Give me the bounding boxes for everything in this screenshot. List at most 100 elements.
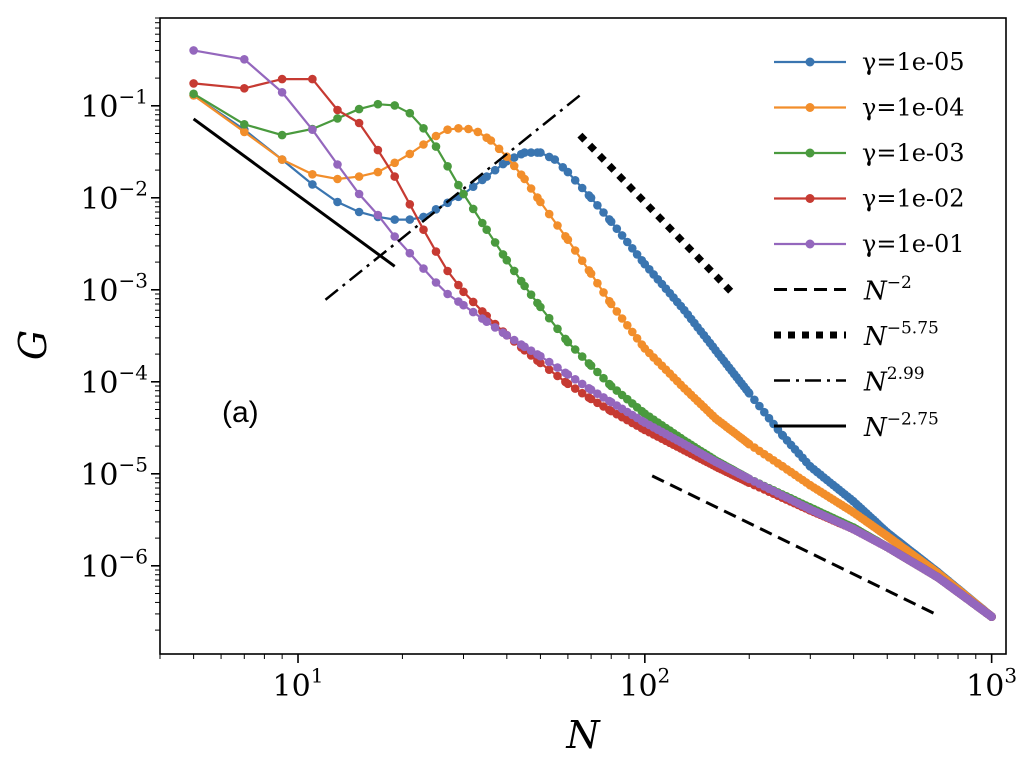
data-point [464,124,473,134]
legend-label: N2.99 [863,364,925,398]
data-point [494,144,504,154]
data-point [443,266,452,276]
legend-marker [805,103,815,112]
data-point [526,148,536,157]
data-point [405,149,415,159]
legend-item: γ=1e-01 [774,230,965,258]
legend: γ=1e-05 γ=1e-04 γ=1e-03 γ=1e-02 γ=1e-01 N−2 N−… [774,48,965,443]
data-point [308,170,317,179]
data-point [570,375,580,384]
data-point [617,231,627,240]
data-point [240,120,249,129]
data-point [553,221,562,230]
data-point [599,208,608,217]
data-point [189,89,198,99]
data-point [468,182,478,191]
y-tick-label: 10−1 [80,84,148,125]
data-point [744,389,754,398]
data-point [553,363,562,372]
data-point [431,131,441,141]
data-point [520,342,529,352]
data-point [570,246,580,255]
data-point [509,153,519,162]
data-point [536,197,545,207]
series [189,46,996,621]
data-point [526,184,536,193]
data-point [586,269,596,278]
data-point [490,238,500,247]
data-point [536,358,545,368]
y-tick-label: 10−6 [80,544,148,585]
data-point [431,142,441,151]
data-point [454,124,463,133]
data-point [405,248,415,258]
data-point [390,232,400,241]
data-point [277,74,287,84]
data-point [390,215,400,224]
data-point [468,297,478,307]
legend-item: N2.99 [774,364,925,398]
plot-frame [159,17,1007,655]
data-point [373,167,383,177]
data-point [373,145,383,155]
data-point [550,155,560,164]
data-point [482,317,492,327]
legend-item: γ=1e-05 [774,48,965,76]
x-tick-label: 101 [273,664,324,705]
legend-item: N−5.75 [774,318,939,352]
data-point [606,217,616,226]
data-point [277,155,287,164]
legend-label: γ=1e-01 [862,230,965,258]
reference-lines [192,94,939,617]
data-point [750,395,759,405]
data-point [459,189,468,199]
data-point [459,300,468,310]
data-point [593,201,602,210]
data-point [536,302,545,312]
data-point [632,250,642,259]
x-tick-label: 102 [619,664,670,705]
data-point [189,79,198,88]
data-point [405,108,415,118]
data-point [419,140,428,149]
data-point [577,379,587,389]
data-point [570,176,580,185]
data-point [240,127,249,137]
legend-marker [805,194,815,203]
legend-item: γ=1e-02 [774,185,965,213]
data-point [570,345,580,354]
data-point [563,370,573,379]
data-point [628,327,637,337]
data-point [478,218,487,228]
y-axis-title: G [11,330,55,360]
data-curves [189,46,996,621]
data-point [473,127,483,137]
data-point [405,200,415,209]
data-point [544,357,554,367]
data-point [189,46,198,55]
data-point [308,180,317,189]
data-point [623,237,632,247]
y-axis: 10−6 10−5 10−4 10−3 10−2 10−1 [80,17,160,631]
legend-label: N−2.75 [863,409,939,443]
legend-item: γ=1e-04 [774,94,965,122]
data-point [354,189,364,199]
data-point [240,84,249,93]
data-point [390,158,400,168]
data-point [577,256,587,266]
data-point [586,361,596,370]
data-point [563,167,573,177]
data-point [373,99,383,109]
data-point [443,289,452,299]
legend-item: N−2.75 [774,409,939,443]
data-point [277,88,287,97]
data-point [520,148,529,157]
data-point [526,290,536,300]
data-point [443,125,452,134]
reference-line [192,117,396,268]
data-point [586,193,596,203]
x-tick-label: 103 [966,664,1017,705]
data-point [354,207,364,217]
legend-label: N−2 [863,273,912,307]
